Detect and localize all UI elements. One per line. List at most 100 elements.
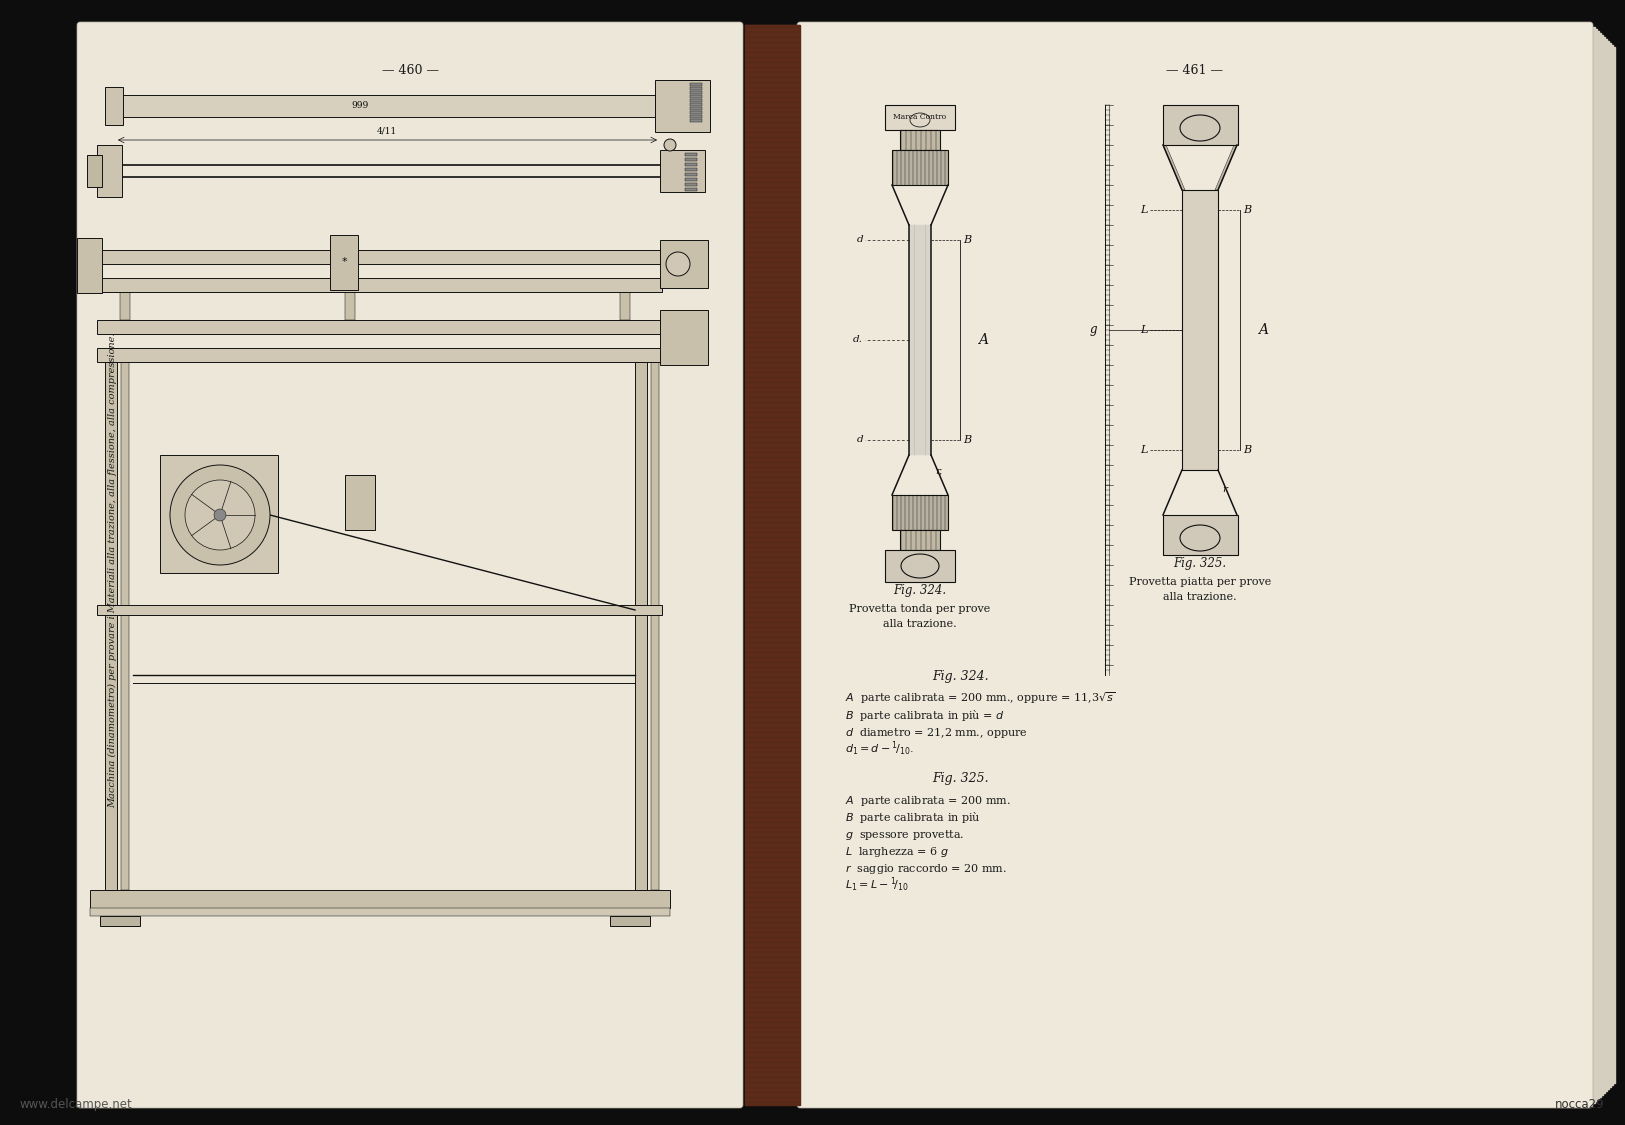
Bar [686,153,697,156]
Bar [691,91,702,94]
Bar [1606,40,1609,1089]
Bar [1601,35,1602,1095]
Text: $g$  spessore provetta.: $g$ spessore provetta. [845,828,964,842]
Bar [691,107,702,110]
Text: nocca29: nocca29 [1555,1098,1606,1112]
Bar [1610,45,1614,1084]
Text: B: B [964,435,972,446]
Text: B: B [1243,446,1251,454]
Bar [635,362,647,890]
Bar [691,115,702,118]
Text: alla trazione.: alla trazione. [1164,592,1237,602]
Bar [159,455,278,573]
Text: $r$  saggio raccordo = 20 mm.: $r$ saggio raccordo = 20 mm. [845,862,1008,876]
Circle shape [185,480,255,550]
Bar [621,292,630,319]
Bar [98,605,661,615]
Bar [344,292,354,319]
Bar [609,916,650,926]
Bar [686,168,697,171]
Text: $d_1 = d - {}^1\!/_{10}.$: $d_1 = d - {}^1\!/_{10}.$ [845,740,913,758]
Bar [1592,27,1596,1102]
Text: $L$  larghezza = 6 $g$: $L$ larghezza = 6 $g$ [845,845,949,860]
Text: www.delcampe.net: www.delcampe.net [20,1098,133,1112]
Bar [892,495,947,530]
FancyBboxPatch shape [76,22,743,1108]
Text: Provetta tonda per prove: Provetta tonda per prove [850,604,991,614]
Bar [98,250,661,264]
Text: g: g [1089,324,1097,336]
Bar [744,25,800,1105]
Bar [686,183,697,186]
Bar [89,908,670,916]
Circle shape [665,140,676,151]
Text: $B$  parte calibrata in più = $d$: $B$ parte calibrata in più = $d$ [845,708,1004,723]
Text: A: A [978,333,988,346]
Bar [691,94,702,98]
Bar [76,238,102,292]
Bar [1164,515,1238,555]
Text: Fig. 325.: Fig. 325. [931,772,988,785]
Text: — 460 —: — 460 — [382,63,439,76]
Text: d: d [856,435,863,444]
Bar [652,362,660,890]
Bar [900,130,939,150]
Bar [691,104,702,106]
Text: A: A [1258,323,1268,338]
Bar [660,240,708,288]
Text: *: * [341,256,346,267]
Text: L: L [1141,446,1147,454]
Bar [101,916,140,926]
Text: L: L [1141,205,1147,215]
Text: r: r [1222,485,1227,494]
Polygon shape [1164,145,1185,190]
Text: Macchina (dinamometro) per provare i Materiali alla trazione, alla flessione, al: Macchina (dinamometro) per provare i Mat… [109,332,117,808]
Text: $d$  diametro = 21,2 mm., oppure: $d$ diametro = 21,2 mm., oppure [845,726,1029,740]
Text: $A$  parte calibrata = 200 mm., oppure = 11,3$\sqrt{s}$: $A$ parte calibrata = 200 mm., oppure = … [845,691,1116,706]
Text: r,: r, [934,467,942,476]
Bar [691,111,702,114]
Bar [900,530,939,550]
Bar [106,362,117,890]
Bar [686,173,697,176]
Bar [691,83,702,86]
Text: Fig. 324.: Fig. 324. [931,670,988,683]
Bar [1604,39,1607,1091]
Bar [691,119,702,122]
Text: $B$  parte calibrata in più: $B$ parte calibrata in più [845,810,982,825]
Bar [655,80,710,132]
Bar [1602,37,1606,1094]
Bar [686,163,697,166]
Bar [1597,33,1601,1097]
Bar [98,348,661,362]
Bar [1612,47,1615,1083]
Text: L: L [1141,325,1147,335]
Text: 4/11: 4/11 [377,126,396,135]
Text: B: B [1243,205,1251,215]
Bar [1181,190,1219,470]
Bar [892,150,947,184]
Bar [330,235,358,290]
Polygon shape [1216,145,1237,190]
Bar [1164,105,1238,145]
Bar [691,99,702,102]
Bar [1609,43,1610,1087]
Bar [89,890,670,908]
Bar [686,178,697,181]
Text: alla trazione.: alla trazione. [884,619,957,629]
Bar [686,188,697,191]
Bar [344,475,375,530]
Text: 999: 999 [351,101,369,110]
Text: Fig. 325.: Fig. 325. [1173,557,1227,570]
Bar [686,158,697,161]
Bar [1594,29,1597,1101]
Circle shape [214,508,226,521]
Text: Provetta piatta per prove: Provetta piatta per prove [1129,577,1271,587]
Text: d.: d. [853,335,863,344]
Bar [120,292,130,319]
Bar [98,278,661,292]
Text: Fig. 324.: Fig. 324. [894,584,946,597]
Text: B: B [964,235,972,245]
Text: $L_1 = L - {}^1\!/_{10}$: $L_1 = L - {}^1\!/_{10}$ [845,875,908,894]
Bar [88,155,102,187]
